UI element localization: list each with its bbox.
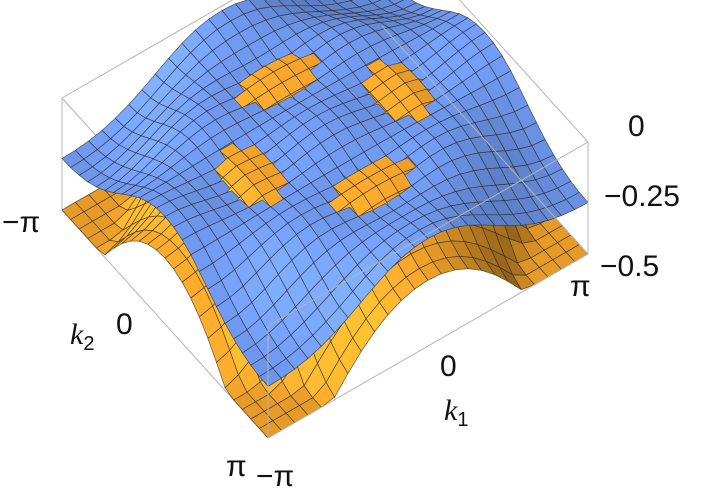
k2-tick-neg-pi: −π	[2, 206, 40, 239]
k1-tick-zero: 0	[440, 350, 457, 383]
k1-axis-label-sub: 1	[457, 409, 468, 431]
z-tick-neg-0-25: −0.25	[604, 180, 680, 213]
box-edge-front-4	[267, 141, 589, 327]
surfaces	[61, 0, 589, 439]
k2-axis-label-main: k	[70, 318, 84, 351]
k2-axis-label: k2	[70, 318, 94, 355]
box-edge-front-0	[267, 253, 589, 439]
k1-tick-neg-pi: −π	[256, 460, 294, 493]
k2-tick-zero: 0	[116, 308, 133, 341]
k2-tick-pi: π	[226, 450, 247, 483]
blue-surface-patch	[378, 248, 402, 272]
z-tick-0: 0	[628, 110, 645, 143]
box-edge-front-1	[381, 25, 589, 255]
k1-tick-pi: π	[570, 270, 591, 303]
z-tick-neg-0-5: −0.5	[600, 250, 659, 283]
box-edge-back-2	[61, 0, 234, 99]
k1-axis-label-main: k	[444, 394, 458, 427]
k1-axis-label: k1	[444, 394, 468, 431]
k2-axis-label-sub: 2	[83, 333, 94, 355]
bounding-box-front	[267, 0, 589, 439]
box-edge-front-5	[459, 0, 589, 143]
orange-surface-patch	[378, 287, 402, 316]
